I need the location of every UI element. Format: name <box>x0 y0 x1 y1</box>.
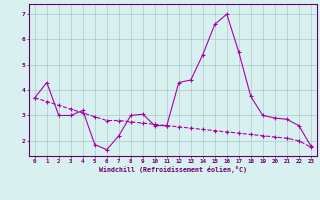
X-axis label: Windchill (Refroidissement éolien,°C): Windchill (Refroidissement éolien,°C) <box>99 166 247 173</box>
